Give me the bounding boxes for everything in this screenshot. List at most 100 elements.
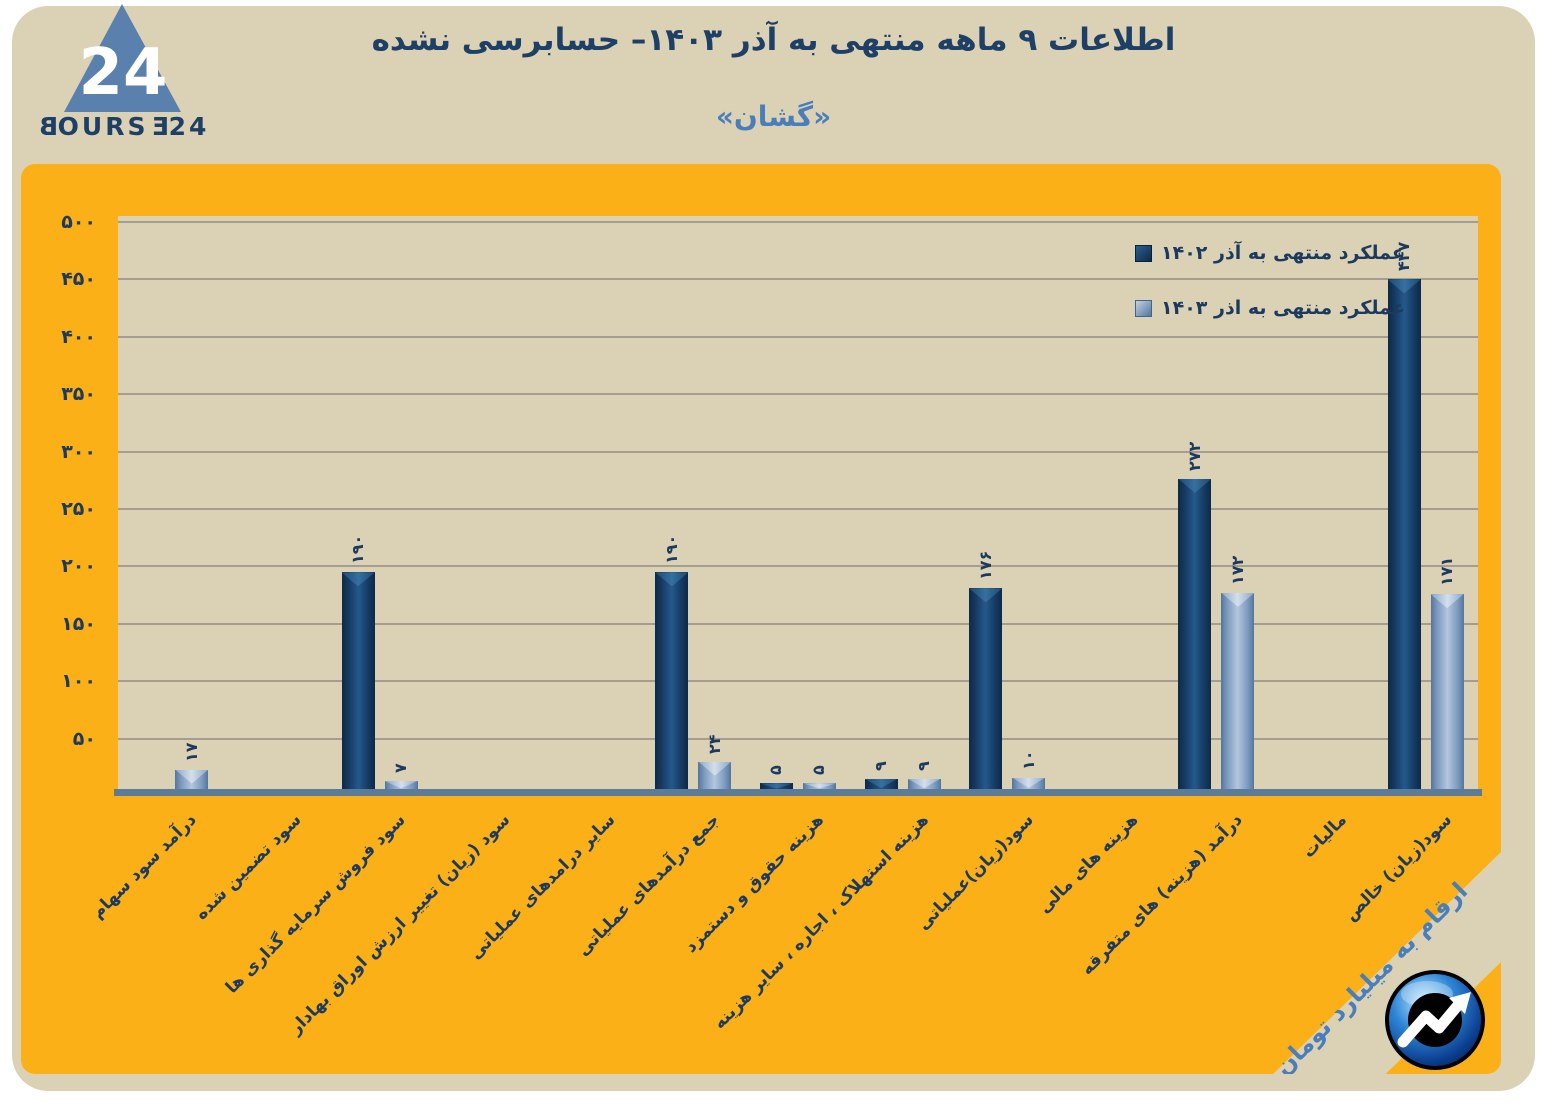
bar-1402 (1387, 279, 1421, 789)
bar-slot-1403: ۹ (907, 761, 941, 789)
bar-value-label: ۱۷ (181, 742, 201, 762)
bar-pair: ۱۹۰ ۲۴ (655, 216, 732, 796)
bar-cap (175, 769, 209, 784)
category-columns: ۱۷ درآمد سود سهام سود تضمین شده ۱۹۰ ۷ سود فرو… (88, 216, 1478, 1038)
gridline (118, 737, 1478, 740)
x-axis-label-text: سود (زیان) تغییر ارزش اوراق بهادار (285, 810, 515, 1039)
category-column: ۱۷۶ ۱۰ سود(زیان)عملیاتی (913, 216, 1060, 934)
page-title: اطلاعات ۹ ماهه منتهی به آذر ۱۴۰۳– حسابرس… (371, 22, 1176, 58)
bar-cap (1012, 777, 1046, 788)
bar-value-label: ۵ (766, 765, 786, 776)
y-tick-label: ۵۰۰ (61, 211, 96, 233)
chart-panel: عملکرد منتهی به آذر ۱۴۰۲ عملکرد منتهی به… (21, 164, 1501, 1074)
category-column: ۹ ۹ هزینه استهلاک ، اجاره ، سایر هزینه (709, 216, 955, 1033)
bar-value-label: ۱۷۲ (1227, 555, 1247, 585)
bar-1403 (1221, 592, 1255, 789)
bar-value-label: ۷ (391, 763, 411, 774)
bar-value-label: ۲۷۲ (1184, 441, 1204, 471)
gridline (118, 508, 1478, 510)
bar-1402 (864, 778, 898, 789)
bar-value-label: ۱۷۶ (975, 551, 995, 581)
bar-1403 (802, 783, 836, 789)
bar-pair (237, 216, 313, 796)
bar-1403 (907, 778, 941, 789)
bar-slot-1402: ۹ (864, 761, 898, 789)
bar-value-label: ۵ (809, 765, 829, 776)
legend-swatch-1403 (1135, 299, 1152, 317)
bar-cap (802, 783, 836, 789)
legend-item-1402: عملکرد منتهی به آذر ۱۴۰۲ (1135, 238, 1405, 268)
bar-cap (655, 572, 689, 587)
bar-cap (1387, 279, 1421, 294)
gridline (118, 393, 1478, 396)
bar-slot-1403: ۷ (384, 763, 418, 789)
bar-pair: ۱۷۶ ۱۰ (969, 216, 1046, 796)
gridline (118, 221, 1478, 223)
bourse24-logo: 24 BOURSE24 (30, 2, 215, 164)
bar-value-label: ۹ (871, 760, 891, 771)
y-tick-label: ۲۰۰ (61, 555, 96, 578)
bar-1402 (969, 588, 1003, 789)
wordmark-letter: U (81, 112, 106, 141)
wordmark-letter: 2 (168, 112, 189, 141)
x-axis-label: درآمد (هزینه) های متفرقه (1013, 810, 1246, 979)
y-tick-label: ۴۵۰ (61, 268, 96, 291)
gridline (118, 335, 1478, 338)
bar-slot-1402: ۵ (759, 766, 793, 789)
y-tick-label: ۱۰۰ (61, 670, 96, 693)
bar-pair: ۱۷ (132, 216, 209, 796)
x-axis-baseline (114, 789, 1482, 796)
bar-cap (1430, 594, 1464, 609)
bourse24-seal-icon (1385, 970, 1485, 1070)
bar-slot-1402: ۱۹۰ (341, 535, 375, 789)
gridline (118, 622, 1478, 625)
bar-value-label: ۱۹۰ (661, 535, 681, 565)
bar-slot-1402: ۱۹۰ (655, 535, 689, 789)
bar-cap (384, 781, 418, 789)
wordmark-letter: R (105, 112, 128, 141)
category-column: ۵ ۵ هزینه حقوق و دستمزد (681, 216, 851, 957)
bar-value-label: ۱۹۰ (348, 535, 368, 565)
y-tick-label: ۴۰۰ (61, 325, 96, 348)
legend-item-1403: عملکرد منتهی به اذر ۱۴۰۳ (1135, 293, 1405, 323)
bar-cap (864, 778, 898, 788)
wordmark-letter: S (127, 112, 149, 141)
gridline (118, 565, 1478, 568)
bar-value-label: ۱۷۱ (1437, 556, 1457, 587)
bar-slot-1403: ۲۴ (698, 734, 732, 789)
legend-swatch-1402 (1135, 244, 1152, 262)
logo-triangle-icon: 24 (64, 4, 181, 112)
bar-pair: ۲۷۲ ۱۷۲ (1178, 216, 1255, 796)
bar-1403 (384, 781, 418, 789)
category-column: ۴۴۷ ۱۷۱ سود(زیان) خالص (1341, 216, 1478, 925)
wordmark-letter: O (57, 112, 82, 141)
category-column: ۱۷ درآمد سود سهام (88, 216, 223, 923)
bar-cap (341, 572, 375, 587)
category-column: سود تضمین شده (191, 216, 328, 924)
gridline (118, 450, 1478, 453)
bar-1403 (175, 769, 209, 789)
gridline (118, 278, 1478, 281)
bar-cap (907, 778, 941, 788)
bar-cap (1178, 478, 1212, 493)
x-axis-label-text: سود فروش سرمایه گذاری ها (221, 810, 410, 998)
bar-value-label: ۹ (914, 760, 934, 771)
category-column: ۱۹۰ ۷ سود فروش سرمایه گذاری ها (222, 216, 432, 998)
bar-slot-1403: ۵ (802, 766, 836, 789)
bar-slot-1402: ۲۷۲ (1178, 442, 1212, 789)
bar-cap (698, 761, 732, 776)
bar-pair: ۱۹۰ ۷ (341, 216, 418, 796)
bar-value-label: ۱۰ (1018, 750, 1038, 770)
bar-slot-1403: ۱۷۲ (1221, 556, 1255, 789)
wordmark-letter: 4 (189, 112, 210, 141)
plot-area: عملکرد منتهی به آذر ۱۴۰۲ عملکرد منتهی به… (61, 211, 1482, 1038)
bar-slot-1403: ۱۷ (175, 742, 209, 789)
bar-pair: ۴۴۷ ۱۷۱ (1387, 216, 1464, 796)
bar-slot-1402: ۱۷۶ (969, 551, 1003, 789)
y-tick-label: ۱۵۰ (61, 612, 96, 635)
bar-cap (759, 783, 793, 789)
y-tick-label: ۳۵۰ (61, 383, 96, 406)
